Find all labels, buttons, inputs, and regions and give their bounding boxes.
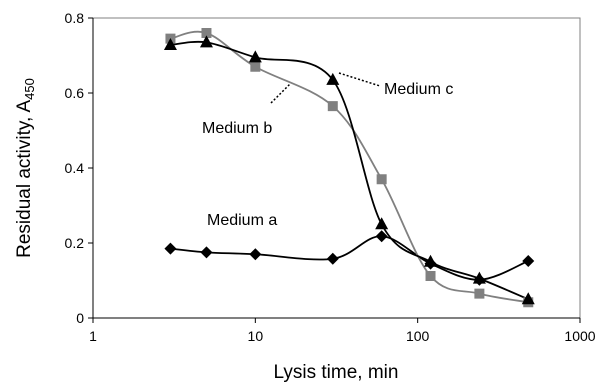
marker-medium-a (522, 255, 535, 267)
marker-medium-b (327, 101, 338, 112)
series-line-medium-b (170, 30, 529, 304)
marker-medium-b (474, 288, 485, 299)
marker-medium-b (425, 271, 436, 281)
marker-medium-c (472, 271, 486, 284)
y-axis-title-main: Residual activity, A (14, 100, 35, 258)
markers (163, 28, 535, 308)
y-tick-label: 0 (76, 310, 84, 326)
marker-medium-b (376, 174, 387, 185)
marker-medium-c (326, 72, 340, 85)
marker-medium-a (249, 248, 262, 261)
plot-area (92, 17, 581, 319)
y-tick-label: 0.8 (65, 10, 85, 26)
y-axis-title-subscript: 450 (22, 78, 37, 100)
marker-medium-a (326, 252, 339, 265)
marker-medium-c (521, 292, 535, 305)
marker-medium-c (424, 254, 438, 267)
annotation-medium-a: Medium a (207, 212, 277, 229)
marker-medium-c (163, 38, 177, 50)
annotation-medium-c: Medium c (384, 81, 453, 98)
marker-medium-b (201, 28, 212, 38)
marker-medium-a (200, 246, 213, 259)
x-tick-label: 10 (248, 328, 264, 344)
y-tick-label: 0.2 (65, 235, 85, 251)
marker-medium-c (199, 35, 213, 48)
medium-c-leader (338, 72, 381, 87)
y-axis-title: Residual activity, A450 (14, 78, 37, 258)
marker-medium-a (164, 242, 177, 255)
x-tick-label: 1 (89, 328, 97, 344)
x-tick-label: 1000 (564, 328, 595, 344)
y-tick-label: 0.6 (65, 85, 85, 101)
marker-medium-a (375, 230, 388, 243)
y-tick-label: 0.4 (65, 160, 85, 176)
annotation-medium-b: Medium b (202, 120, 272, 137)
x-tick-label: 100 (406, 328, 430, 344)
series-line-medium-c (170, 40, 529, 301)
axes: 0 0.2 0.4 0.6 0.8 1 10 100 1000 (65, 10, 596, 344)
marker-medium-c (248, 50, 262, 63)
marker-medium-b (250, 61, 261, 72)
x-axis-title: Lysis time, min (274, 362, 399, 383)
marker-medium-c (375, 217, 389, 230)
medium-b-leader (270, 83, 291, 104)
